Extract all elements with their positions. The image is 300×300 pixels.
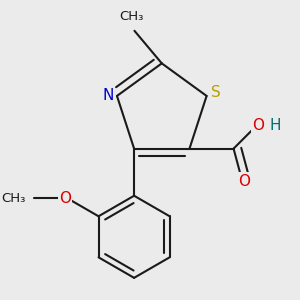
Text: CH₃: CH₃ — [2, 191, 26, 205]
Text: H: H — [269, 118, 281, 133]
Text: CH₃: CH₃ — [119, 10, 144, 23]
Text: O: O — [238, 173, 250, 188]
Text: O: O — [252, 118, 264, 133]
Text: S: S — [211, 85, 220, 100]
Text: N: N — [102, 88, 113, 104]
Text: O: O — [59, 190, 71, 206]
